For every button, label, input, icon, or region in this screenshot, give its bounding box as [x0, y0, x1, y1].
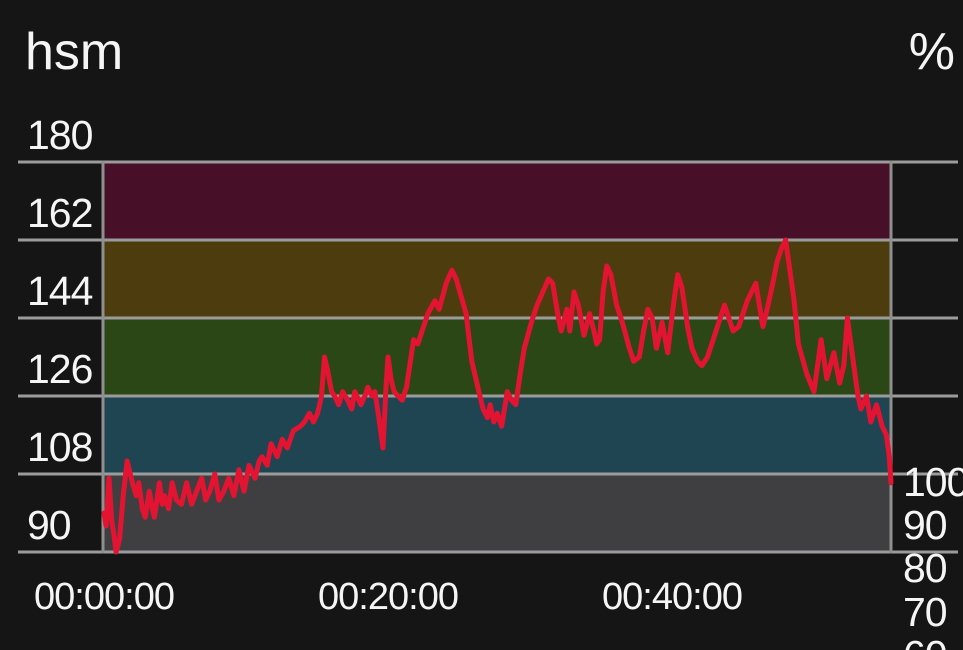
- time-axis-tick-label: 00:20:00: [318, 576, 459, 618]
- right-axis-unit-label: %: [908, 23, 955, 81]
- right-axis-tick-label: 80: [903, 545, 948, 592]
- left-axis-unit-label: hsm: [25, 23, 124, 81]
- time-axis-tick-label: 00:00:00: [34, 576, 175, 618]
- left-axis-tick-label: 180: [27, 112, 93, 158]
- heart-rate-line: [101, 237, 894, 555]
- hr-zone-5-band: [103, 162, 891, 240]
- time-axis-tick-label: 00:40:00: [602, 576, 743, 618]
- left-axis-tick-label: 90: [27, 502, 72, 548]
- left-axis-tick-label: 162: [27, 190, 93, 236]
- left-axis-tick-label: 108: [27, 424, 93, 470]
- right-axis-tick-label: 70: [903, 588, 948, 635]
- hr-zone-2-band: [103, 396, 891, 474]
- hr-zone-1-band: [103, 474, 891, 552]
- left-axis-tick-label: 126: [27, 346, 93, 392]
- right-axis-tick-label: 100: [903, 458, 963, 505]
- hr-zone-3-band: [103, 318, 891, 396]
- left-axis-tick-label: 144: [27, 268, 93, 314]
- right-axis-tick-label: 60: [903, 635, 948, 650]
- right-axis-tick-label: 90: [903, 502, 948, 548]
